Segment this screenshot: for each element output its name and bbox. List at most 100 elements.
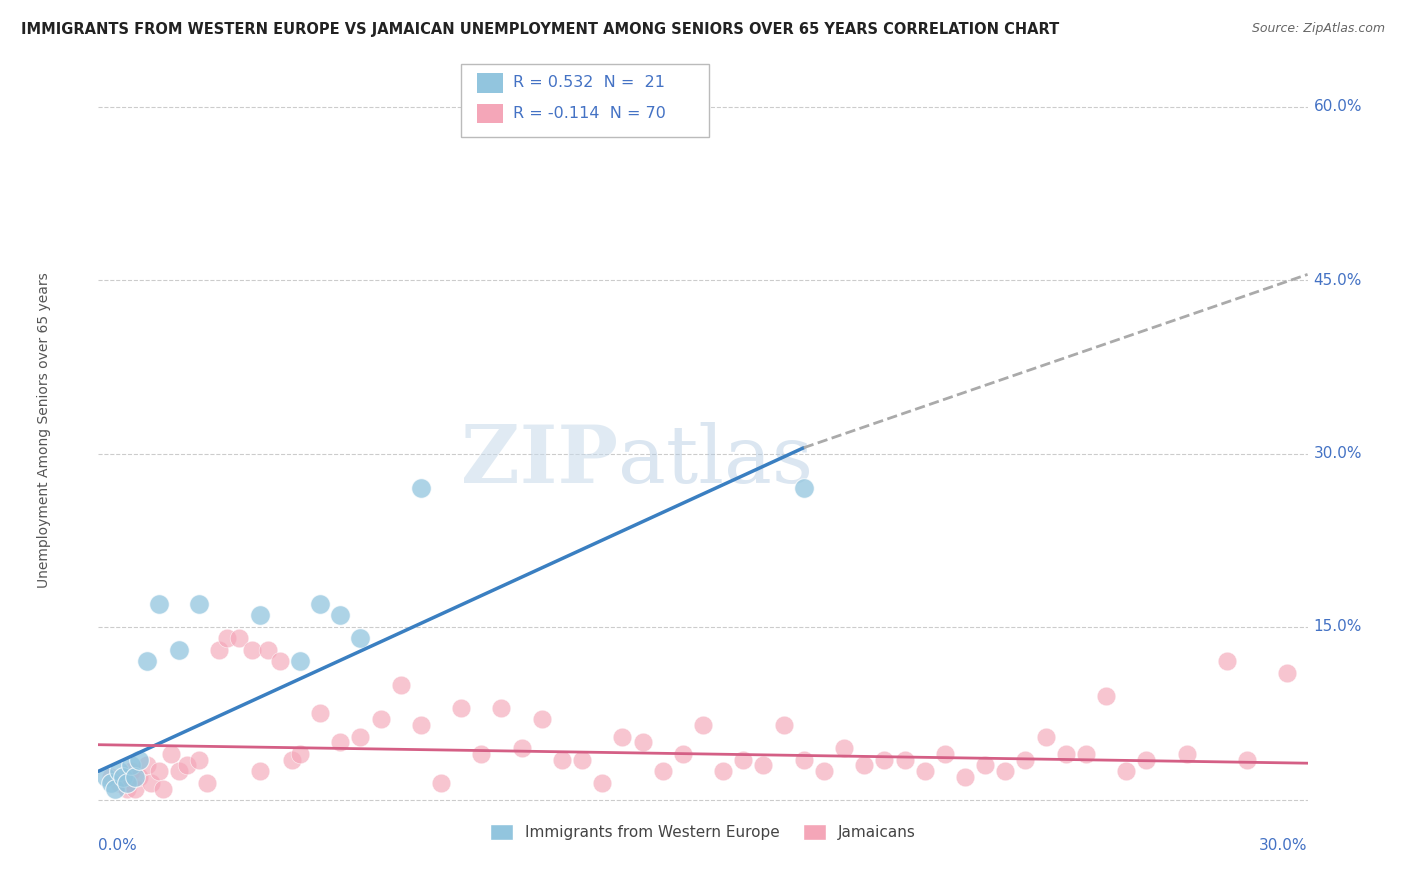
Point [167,764,190,779]
Point [733,753,755,767]
Point [832,741,855,756]
Point [115,781,138,796]
Point [934,747,956,761]
Point [228,632,250,646]
Point [152,781,174,796]
Point [217,632,239,646]
Point [107,776,129,790]
Point [329,608,352,623]
Point [349,730,371,744]
Point [208,643,231,657]
Point [111,770,134,784]
FancyBboxPatch shape [477,73,503,93]
Point [711,764,734,779]
Point [128,753,150,767]
Point [793,753,815,767]
Point [389,678,412,692]
Point [1054,747,1077,761]
FancyBboxPatch shape [477,104,503,123]
Point [430,776,453,790]
Point [1014,753,1036,767]
Point [651,764,673,779]
Point [96,770,118,784]
Point [409,481,432,495]
Point [1135,753,1157,767]
Point [139,776,162,790]
Point [281,753,304,767]
Point [288,655,311,669]
Legend: Immigrants from Western Europe, Jamaicans: Immigrants from Western Europe, Jamaican… [484,818,922,846]
Point [329,735,352,749]
Point [914,764,936,779]
Point [893,753,915,767]
Point [530,712,553,726]
Point [195,776,218,790]
Point [571,753,593,767]
Point [249,608,271,623]
Point [1074,747,1097,761]
Point [813,764,835,779]
Point [551,753,574,767]
Point [672,747,695,761]
Point [176,758,198,772]
Point [100,770,122,784]
Text: R = -0.114  N = 70: R = -0.114 N = 70 [513,105,666,120]
Point [974,758,997,772]
Point [1175,747,1198,761]
Point [160,747,183,761]
Point [692,718,714,732]
Point [853,758,876,772]
Point [107,764,129,779]
Point [120,764,142,779]
Point [1115,764,1137,779]
Text: atlas: atlas [619,422,814,500]
Point [128,770,150,784]
Point [612,730,634,744]
Point [167,643,190,657]
Point [994,764,1017,779]
Point [1095,689,1118,703]
Point [115,776,138,790]
Point [631,735,654,749]
Point [1035,730,1057,744]
Point [135,758,157,772]
Point [1236,753,1258,767]
Text: ZIP: ZIP [461,422,619,500]
Point [124,770,146,784]
Point [793,481,815,495]
Point [470,747,492,761]
Point [752,758,775,772]
Point [873,753,896,767]
Text: Source: ZipAtlas.com: Source: ZipAtlas.com [1251,22,1385,36]
Point [370,712,392,726]
Text: 45.0%: 45.0% [1313,273,1362,287]
Point [450,700,472,714]
Point [269,655,291,669]
Point [256,643,278,657]
Point [148,764,170,779]
Point [651,112,673,126]
Point [249,764,271,779]
Point [103,781,125,796]
Text: 15.0%: 15.0% [1313,619,1362,634]
Point [349,632,371,646]
Text: R = 0.532  N =  21: R = 0.532 N = 21 [513,75,665,90]
Point [288,747,311,761]
Point [953,770,976,784]
Text: Unemployment Among Seniors over 65 years: Unemployment Among Seniors over 65 years [37,273,51,588]
FancyBboxPatch shape [461,64,709,136]
Point [510,741,533,756]
Point [309,597,332,611]
Point [120,758,142,772]
Point [124,781,146,796]
Point [188,597,211,611]
Text: 60.0%: 60.0% [1313,99,1362,114]
Point [309,706,332,721]
Point [100,776,122,790]
Point [1277,666,1299,681]
Text: 0.0%: 0.0% [98,838,138,854]
Text: 30.0%: 30.0% [1313,446,1362,461]
Text: 30.0%: 30.0% [1260,838,1308,854]
Point [491,700,513,714]
Text: IMMIGRANTS FROM WESTERN EUROPE VS JAMAICAN UNEMPLOYMENT AMONG SENIORS OVER 65 YE: IMMIGRANTS FROM WESTERN EUROPE VS JAMAIC… [21,22,1059,37]
